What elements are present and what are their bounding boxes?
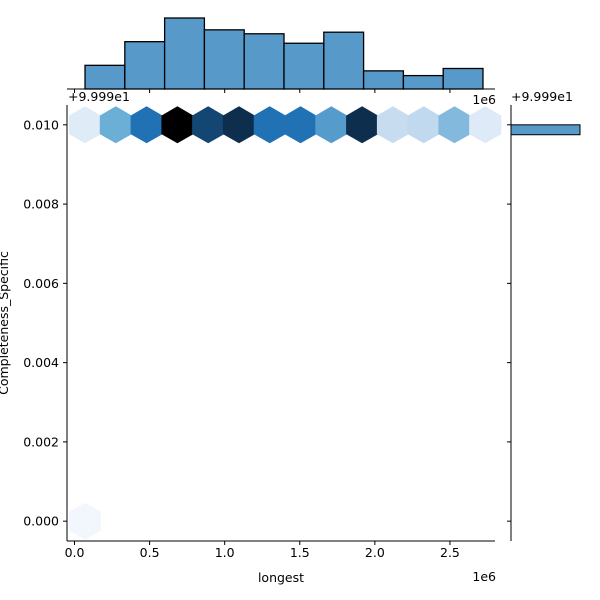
y-tick-label: 0.002 — [23, 434, 59, 449]
x-hist-bar — [362, 70, 405, 90]
hexbin-cell — [469, 106, 502, 144]
x-tick-label: 2.5 — [440, 545, 460, 560]
hexbin-cell — [192, 106, 225, 144]
x-hist-bar — [163, 17, 206, 90]
hexbin-cell — [69, 502, 101, 540]
x-tick-label: 2.0 — [365, 545, 385, 560]
x-hist-bar — [243, 33, 285, 90]
x-multiplier-label: 1e6 — [472, 569, 496, 584]
hexbin-cell — [253, 106, 286, 144]
x-multiplier-label-top: 1e6 — [472, 92, 496, 107]
x-hist-bar — [203, 29, 245, 90]
y-tick-label: 0.004 — [23, 355, 59, 370]
hexbin-layer — [69, 106, 502, 540]
x-hist-bar — [283, 42, 325, 90]
y-hist-bar — [510, 124, 581, 136]
y-marginal-offset-label: +9.999e1 — [511, 89, 573, 104]
y-tick-label: 0.010 — [23, 117, 59, 132]
x-hist-bar — [124, 41, 166, 90]
x-axis-label: longest — [258, 570, 304, 585]
ticks: 0.0 0.5 1.0 1.5 2.0 2.5 0.000 0.002 0.004 0.006 0.… — [23, 89, 511, 560]
hexbin-cell — [69, 106, 101, 144]
y-tick-label: 0.000 — [23, 514, 59, 529]
y-offset-label: +9.999e1 — [68, 89, 130, 104]
x-tick-label: 1.0 — [215, 545, 235, 560]
hexbin-cell — [407, 106, 440, 144]
x-hist-bar — [442, 67, 484, 90]
x-hist-bar — [402, 74, 444, 90]
x-marginal-histogram — [67, 17, 495, 90]
hexbin-cell — [284, 106, 317, 144]
y-tick-label: 0.008 — [23, 197, 59, 212]
y-marginal-histogram — [510, 105, 581, 541]
x-tick-label: 0.0 — [65, 545, 85, 560]
hexbin-cell — [222, 106, 255, 144]
x-hist-bar — [323, 31, 365, 90]
x-tick-label: 0.5 — [140, 545, 160, 560]
y-tick-label: 0.006 — [23, 276, 59, 291]
axes — [66, 105, 495, 542]
hexbin-cell — [438, 106, 471, 144]
hexbin-cell — [315, 106, 348, 144]
hexbin-cell — [376, 106, 409, 144]
x-tick-label: 1.5 — [290, 545, 310, 560]
x-hist-bar — [84, 64, 126, 90]
hexbin-cell — [99, 106, 132, 144]
hexbin-cell — [130, 106, 163, 144]
hexbin-cell — [161, 106, 194, 144]
y-axis-label: Completeness_Specific — [0, 251, 11, 395]
hexbin-cell — [346, 106, 379, 144]
